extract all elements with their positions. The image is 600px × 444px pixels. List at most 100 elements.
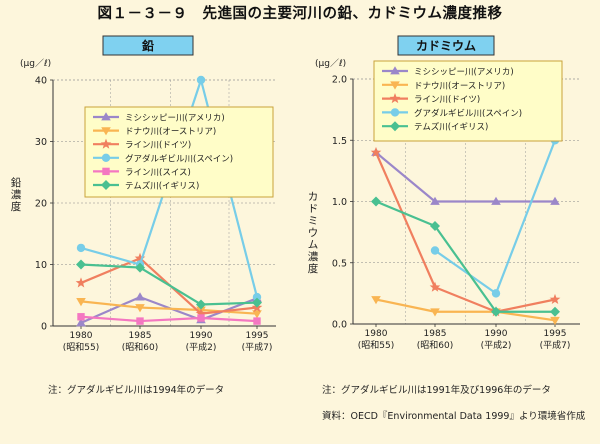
- legend-entry: テムズ川(イギリス): [414, 122, 488, 133]
- panel-label-box: [397, 35, 495, 56]
- data-point: [252, 292, 262, 302]
- y-axis-label: 鉛濃度: [11, 176, 22, 213]
- data-point: [252, 297, 262, 308]
- data-point: [75, 277, 87, 288]
- legend-swatch-marker: [390, 121, 400, 132]
- data-point: [550, 196, 560, 205]
- data-point: [135, 262, 145, 273]
- data-point: [491, 196, 501, 205]
- series: [371, 196, 560, 317]
- y-tick-label: 2.0: [332, 75, 347, 86]
- x-tick-label: 1980 (昭和55): [358, 329, 394, 351]
- series-line: [374, 152, 556, 313]
- y-tick-label: 0.0: [332, 320, 347, 331]
- x-tick-label: 1995 (平成7): [242, 331, 273, 353]
- data-point: [136, 317, 144, 325]
- data-point: [550, 306, 560, 317]
- legend-entry: グアダルギビル川(スペイン): [125, 153, 233, 164]
- chart-lead: 鉛 (μg／ℓ) 鉛濃度 0 10 20 30 40 1980 (昭和55) 1985 (昭和60) 1…: [11, 35, 276, 353]
- panel-label-text: 鉛: [141, 38, 154, 53]
- legend-box: [84, 106, 274, 198]
- legend-entry: ドナウ川(オーストリア): [414, 81, 505, 91]
- data-point: [370, 146, 382, 158]
- data-point: [196, 299, 206, 310]
- legend-swatch-marker: [100, 138, 112, 149]
- data-point: [197, 314, 205, 322]
- data-point: [430, 246, 440, 255]
- data-point: [76, 259, 86, 270]
- x-tick-label: 1990 (平成2): [481, 329, 512, 351]
- legend-swatch-marker: [390, 81, 400, 90]
- legend: ミシシッピー川(アメリカ) ドナウ川(オーストリア) ライン川(ドイツ) グアダルギビ…: [373, 60, 563, 142]
- data-point: [252, 310, 262, 319]
- y-tick-label: 1.0: [332, 197, 347, 208]
- data-point: [430, 196, 440, 205]
- legend-swatch-marker: [390, 108, 400, 117]
- x-tick-label: 1985 (昭和60): [417, 329, 453, 351]
- data-point: [76, 298, 86, 307]
- data-point: [77, 313, 85, 321]
- data-point: [549, 293, 561, 305]
- unit-label: (μg／ℓ): [315, 58, 346, 69]
- series: [430, 136, 560, 298]
- series-line: [375, 298, 556, 322]
- legend-entry: グアダルギビル川(スペイン): [414, 108, 522, 119]
- legend-entry: ミシシッピー川(アメリカ): [125, 114, 225, 124]
- data-point: [253, 317, 261, 325]
- legend-entry: ライン川(ドイツ): [414, 95, 480, 105]
- chart-cadmium: カドミウム (μg／ℓ) カドミウム濃度 0.0 0.5 1.0 1.5 2.0 1980 (昭和…: [308, 35, 580, 351]
- series-line: [80, 300, 258, 315]
- legend-swatch-marker: [389, 93, 401, 104]
- x-tick-label: 1990 (平成2): [186, 331, 217, 353]
- unit-label: (μg／ℓ): [20, 58, 51, 69]
- y-tick-label: 0: [41, 322, 47, 333]
- y-axis-label: カドミウム濃度: [308, 191, 319, 275]
- data-point: [76, 318, 86, 327]
- series-line: [375, 200, 555, 313]
- legend-swatch-marker: [101, 180, 111, 190]
- data-point: [550, 316, 560, 326]
- y-tick-label: 0.5: [332, 258, 347, 269]
- data-point: [135, 304, 145, 313]
- data-point: [134, 252, 146, 263]
- legend-swatch-marker: [101, 127, 111, 136]
- data-point: [430, 308, 440, 317]
- data-point: [371, 296, 381, 305]
- data-point: [135, 292, 145, 301]
- figure-title: 図１－３－９ 先進国の主要河川の鉛、カドミウム濃度推移: [97, 6, 503, 22]
- x-tick-label: 1985 (昭和60): [122, 331, 158, 353]
- data-point: [429, 281, 441, 292]
- series: [76, 259, 262, 310]
- legend-swatch-marker: [101, 112, 111, 121]
- y-tick-label: 1.5: [332, 136, 347, 147]
- legend-swatch-marker: [390, 66, 400, 75]
- data-point: [371, 196, 381, 207]
- x-tick-label: 1995 (平成7): [540, 329, 571, 351]
- y-tick-label: 10: [35, 260, 47, 271]
- legend-entry: ミシシッピー川(アメリカ): [414, 68, 514, 78]
- note-left: 注：グアダルギビル川は1994年のデータ: [48, 385, 225, 396]
- y-tick-label: 40: [35, 76, 47, 87]
- series-line: [375, 151, 555, 203]
- data-point: [76, 243, 86, 253]
- legend-entry: テムズ川(イギリス): [125, 181, 199, 192]
- legend-entry: ライン川(スイス): [125, 168, 191, 178]
- x-tick-label: 1980 (昭和55): [63, 331, 99, 353]
- legend-entry: ドナウ川(オーストリア): [125, 127, 216, 137]
- legend-swatch-marker: [102, 167, 110, 176]
- panel-label-text: カドミウム: [416, 39, 476, 53]
- panel-label-lead: 鉛: [102, 35, 194, 56]
- data-point: [430, 221, 440, 231]
- legend: ミシシッピー川(アメリカ) ドナウ川(オーストリア) ライン川(ドイツ) グアダルギビ…: [84, 106, 274, 198]
- legend-box: [373, 60, 563, 142]
- series-line: [80, 315, 258, 323]
- legend-entry: ライン川(ドイツ): [125, 141, 191, 151]
- y-tick-label: 30: [35, 137, 47, 148]
- data-point: [491, 289, 501, 298]
- series: [76, 298, 262, 319]
- series: [77, 313, 261, 325]
- panel-label-cadmium: カドミウム: [397, 35, 495, 56]
- data-point: [195, 308, 207, 319]
- data-point: [196, 75, 206, 85]
